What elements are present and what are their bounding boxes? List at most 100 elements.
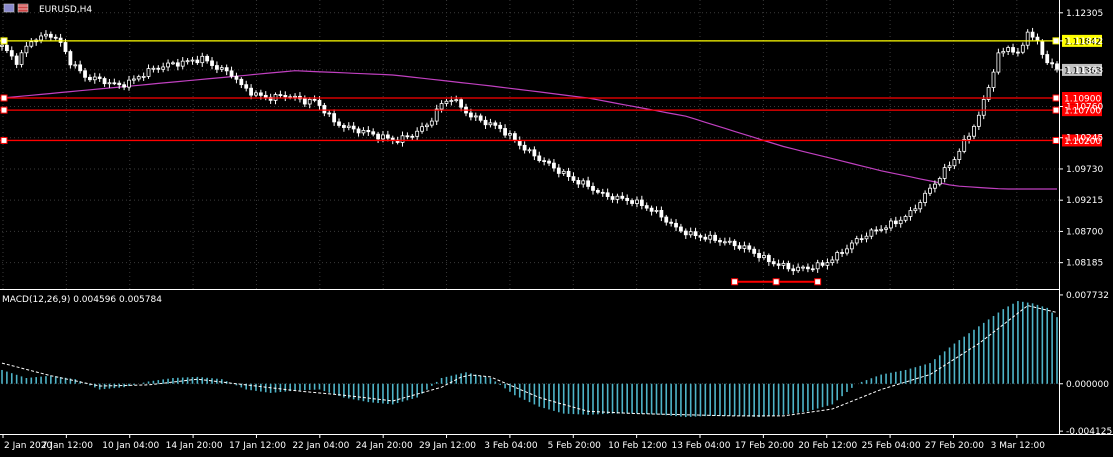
candle-bear [258,92,263,96]
level-price-label: 1.10700 [1064,107,1101,117]
time-axis-label: 17 Jan 12:00 [229,441,286,451]
candle-bull [400,135,405,143]
candle-bull [972,125,976,137]
candle-bear [522,144,527,151]
candle-bear [341,125,346,128]
price-axis-label: 1.08700 [1066,227,1103,237]
candle-bear [205,55,210,62]
candle-bull [947,165,952,169]
candle-bear [83,70,87,78]
candle-bull [635,199,639,204]
time-axis-label: 2 Jan 2020 [4,441,52,451]
candle-bull [903,216,908,221]
candle-bull [1025,31,1030,46]
candle-bear [371,131,376,135]
segment-anchor-handle[interactable] [731,278,739,286]
candle-bear [88,76,92,81]
candle-bear [332,113,337,123]
candle-bear [1011,47,1015,53]
macd-panel[interactable]: 0.007732 0.000000 -0.004125 MACD(12,26,9) … [1,291,1112,437]
price-axis-label: 1.10245 [1066,134,1103,144]
price-panel[interactable]: 1.11842 1.10900 1.10700 1.10200 1.11363 1.12… [0,0,1103,289]
candle-bear [102,78,107,85]
candle-bear [390,137,395,141]
candle-bear [312,98,317,101]
candle-bull [488,122,493,126]
candle-bull [415,130,420,137]
segment-anchor-handle[interactable] [772,278,780,286]
candle-bull [825,262,830,266]
level-price-label: 1.10900 [1064,95,1101,105]
candle-bear [156,67,161,70]
candle-bull [918,202,923,210]
level-anchor-handle[interactable] [0,94,8,102]
price-axis: 1.12305 1.11842 1.11363 1.10760 1.10245 1.097… [1059,9,1103,269]
candle-bear [1050,62,1055,65]
level-anchor-handle[interactable] [1052,136,1060,144]
time-axis-label: 3 Mar 12:00 [991,441,1046,451]
level-anchor-handle[interactable] [0,106,8,114]
candle-bear [649,207,654,212]
candle-bull [39,35,43,41]
candle-bear [1055,63,1059,71]
level-anchor-handle[interactable] [1052,106,1060,114]
level-anchor-handle[interactable] [0,136,8,144]
candle-bull [361,129,366,134]
candle-bull [44,33,48,37]
candle-bear [468,112,473,118]
candle-bear [874,229,879,232]
candle-bear [366,129,371,133]
candle-bull [527,149,532,152]
candle-bull [508,133,512,136]
candle-bull [24,45,29,54]
candle-bull [967,135,971,140]
candle-bear [517,140,522,146]
candle-bear [483,119,488,126]
candle-bull [688,231,693,236]
candle-bull [781,263,786,266]
candle-bull [928,187,932,194]
candle-bear [53,36,58,39]
candle-bear [547,160,551,164]
candle-bull [219,67,224,70]
candle-bear [664,216,669,223]
macd-axis-label: -0.004125 [1066,427,1112,437]
candle-bull [796,266,801,272]
price-axis-label: 1.11363 [1066,66,1103,76]
candle-bear [512,133,517,141]
candle-bear [78,64,83,72]
candle-bull [722,241,727,244]
candle-bull [19,52,24,65]
candle-bear [68,51,73,66]
level-anchor-handle[interactable] [0,37,8,45]
candle-bull [830,259,835,264]
candle-bull [146,68,151,77]
time-axis-label: 22 Jan 04:00 [292,441,349,451]
candle-bear [600,191,605,194]
candle-bull [454,99,459,102]
candle-bear [859,238,864,241]
candle-bear [747,245,752,250]
level-anchor-handle[interactable] [1052,37,1060,45]
candle-bear [351,125,356,130]
candle-bear [224,67,229,72]
candle-bull [654,210,659,212]
candle-bull [561,170,566,174]
macd-title: MACD(12,26,9) 0.004596 0.005784 [2,295,162,305]
time-axis-label: 3 Feb 04:00 [484,441,538,451]
candle-bull [957,150,962,160]
candle-bull [346,125,351,128]
segment-anchor-handle[interactable] [814,278,822,286]
candle-bear [620,195,625,199]
candle-bull [92,76,97,81]
candle-bear [97,76,102,79]
level-anchor-handle[interactable] [1052,94,1060,102]
candle-bull [815,262,820,270]
candle-bear [576,180,581,185]
macd-axis-label: 0.007732 [1066,291,1109,301]
horizontal-levels-layer[interactable]: 1.11842 1.10900 1.10700 1.10200 1.11363 [0,34,1102,286]
candle-bear [542,160,547,163]
moving-average-layer [1,70,1057,190]
candle-bull [742,245,747,249]
